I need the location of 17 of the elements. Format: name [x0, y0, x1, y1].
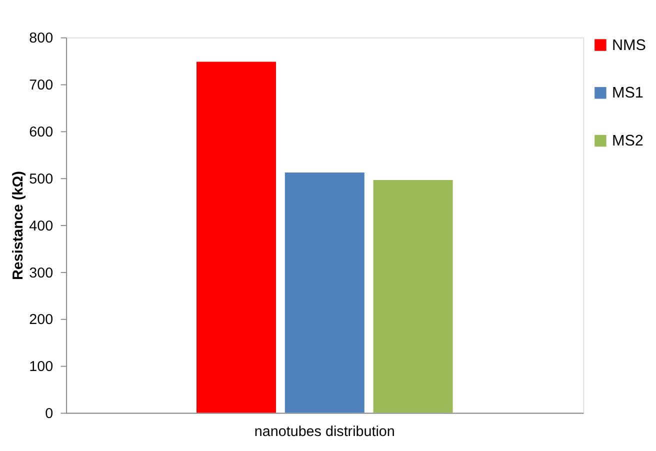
- y-tick-label: 400: [29, 218, 54, 234]
- legend-label: NMS: [612, 36, 646, 54]
- bar: [284, 172, 364, 413]
- legend-label: MS1: [612, 84, 644, 102]
- y-tick-label: 200: [29, 312, 54, 328]
- y-tick-label: 300: [29, 265, 54, 282]
- legend-label: MS2: [612, 132, 644, 150]
- y-tick-label: 800: [29, 30, 54, 47]
- y-tick-label: 600: [29, 124, 54, 140]
- bar: [373, 180, 453, 413]
- y-tick-label: 0: [45, 406, 54, 422]
- y-tick-label: 100: [29, 359, 54, 376]
- y-tick-label: 700: [29, 78, 54, 94]
- x-tick-label: nanotubes distribution: [254, 424, 395, 440]
- y-tick-label: 500: [29, 171, 54, 188]
- bar: [196, 62, 276, 413]
- y-axis-title: Resistance (kΩ): [10, 170, 26, 280]
